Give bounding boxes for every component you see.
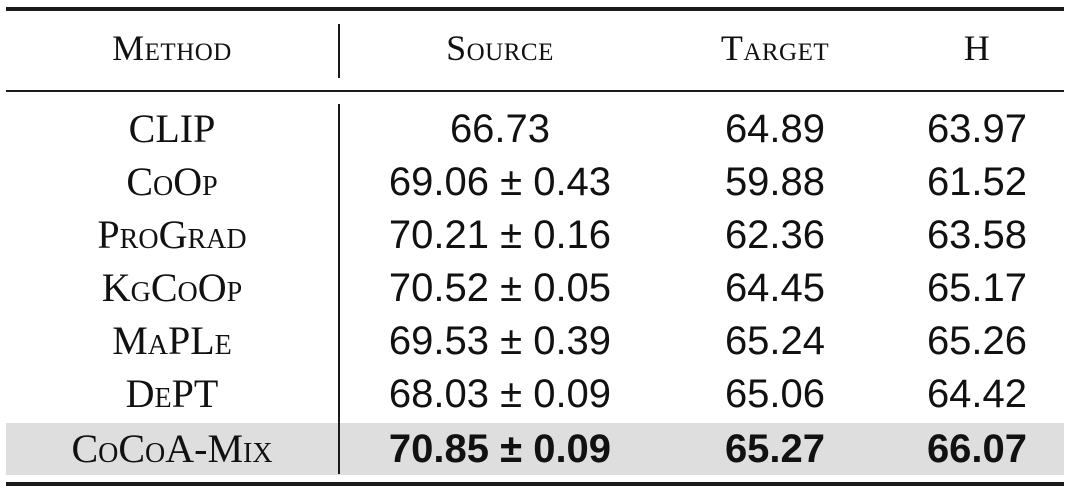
table-row: DePT 68.03 ± 0.09 65.06 64.42 xyxy=(0,368,1070,420)
header-method: Method xyxy=(112,28,232,68)
h-value: 64.42 xyxy=(926,372,1028,416)
h-value: 63.58 xyxy=(926,213,1028,257)
h-value: 63.97 xyxy=(926,107,1028,151)
table-row: MaPLe 69.53 ± 0.39 65.24 65.26 xyxy=(0,315,1070,367)
header-column-divider xyxy=(338,24,340,78)
method-name: MaPLe xyxy=(112,318,232,363)
method-name: CLIP xyxy=(128,106,216,151)
table-row: CLIP 66.73 64.89 63.97 xyxy=(0,103,1070,155)
table-bottom-rule xyxy=(6,482,1064,486)
h-value: 61.52 xyxy=(926,160,1028,204)
body-column-divider xyxy=(338,104,340,474)
h-value: 66.07 xyxy=(926,427,1028,471)
table-row-highlighted: CoCoA-Mix 70.85 ± 0.09 65.27 66.07 xyxy=(0,423,1070,475)
method-name: DePT xyxy=(125,371,219,416)
highlighted-row-background xyxy=(6,423,1064,475)
target-value: 64.89 xyxy=(724,107,826,151)
method-name: CoCoA-Mix xyxy=(71,426,273,471)
table-row: KgCoOp 70.52 ± 0.05 64.45 65.17 xyxy=(0,262,1070,314)
source-value: 69.53 ± 0.39 xyxy=(388,319,612,363)
source-value: 70.85 ± 0.09 xyxy=(388,427,612,471)
method-name: KgCoOp xyxy=(101,265,243,310)
target-value: 64.45 xyxy=(724,266,826,310)
target-value: 65.27 xyxy=(724,427,826,471)
table-header-rule xyxy=(6,90,1064,92)
method-name: ProGrad xyxy=(97,212,247,257)
target-value: 59.88 xyxy=(724,160,826,204)
source-value: 70.21 ± 0.16 xyxy=(388,213,612,257)
table-top-rule xyxy=(6,7,1064,11)
source-value: 69.06 ± 0.43 xyxy=(388,160,612,204)
target-value: 62.36 xyxy=(724,213,826,257)
method-name: CoOp xyxy=(126,159,218,204)
h-value: 65.17 xyxy=(926,266,1028,310)
target-value: 65.24 xyxy=(724,319,826,363)
header-target: Target xyxy=(720,28,830,68)
header-source: Source xyxy=(446,28,554,68)
target-value: 65.06 xyxy=(724,372,826,416)
table-header-row: Method Source Target H xyxy=(0,22,1070,74)
h-value: 65.26 xyxy=(926,319,1028,363)
table-row: CoOp 69.06 ± 0.43 59.88 61.52 xyxy=(0,156,1070,208)
header-h: H xyxy=(963,28,991,68)
source-value: 70.52 ± 0.05 xyxy=(388,266,612,310)
source-value: 66.73 xyxy=(449,107,551,151)
source-value: 68.03 ± 0.09 xyxy=(388,372,612,416)
table-row: ProGrad 70.21 ± 0.16 62.36 63.58 xyxy=(0,209,1070,261)
